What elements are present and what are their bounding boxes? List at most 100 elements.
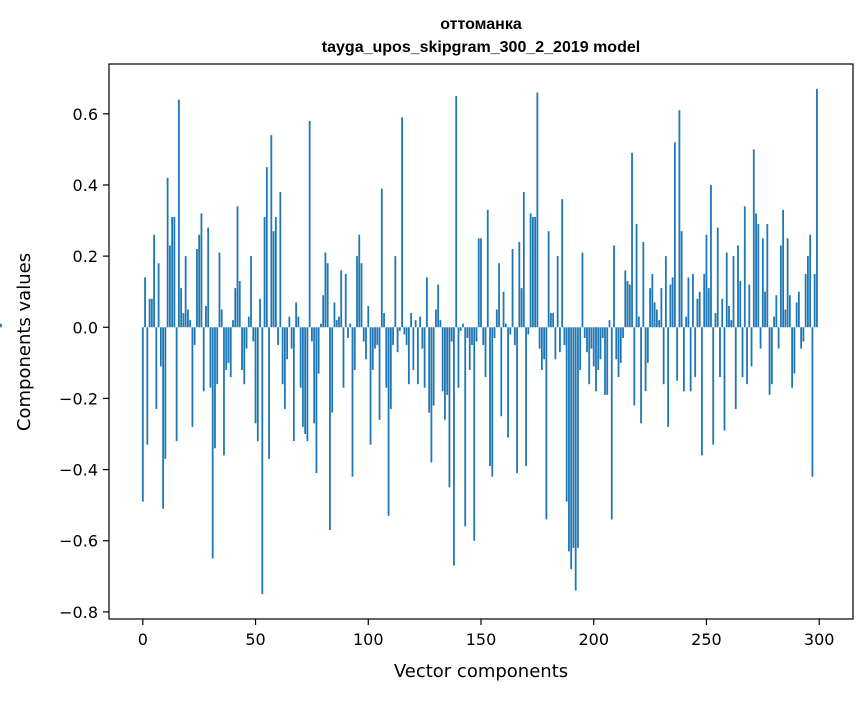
bar-9: [162, 327, 165, 509]
bar-192: [574, 327, 577, 591]
bar-26: [200, 213, 203, 328]
bar-295: [807, 256, 809, 328]
bar-119: [410, 313, 413, 328]
bar-34: [218, 252, 221, 328]
bar-101: [369, 327, 372, 445]
bar-49: [252, 327, 255, 342]
bar-103: [374, 327, 376, 349]
bar-44: [241, 327, 243, 370]
bar-196: [583, 327, 586, 338]
bar-13: [171, 216, 174, 328]
bar-53: [261, 327, 264, 595]
x-tick-label: 100: [353, 630, 384, 649]
x-tick-label: 150: [466, 630, 497, 649]
bar-183: [554, 327, 557, 360]
bar-154: [489, 327, 491, 467]
bar-21: [189, 320, 192, 328]
bar-18: [182, 313, 185, 328]
bar-241: [685, 316, 688, 328]
bar-293: [802, 327, 805, 342]
bar-248: [701, 327, 703, 456]
bar-67: [292, 327, 295, 442]
bar-7: [157, 263, 160, 328]
bar-207: [608, 320, 611, 328]
bar-161: [504, 323, 507, 328]
bar-297: [811, 327, 814, 477]
bar-94: [353, 327, 356, 370]
bar-88: [340, 270, 343, 328]
bar-247: [698, 291, 701, 328]
bar-296: [809, 234, 812, 328]
y-tick-label: 0.6: [73, 105, 98, 124]
bar-170: [525, 327, 527, 467]
bar-12: [168, 245, 171, 328]
bar-239: [680, 231, 683, 328]
bar-40: [232, 320, 234, 328]
x-tick-label: 50: [245, 630, 265, 649]
bar-38: [227, 327, 230, 363]
bar-267: [743, 206, 746, 328]
bar-268: [746, 327, 748, 385]
bar-148: [475, 327, 478, 342]
y-axis-label: Components values: [14, 253, 35, 431]
bar-22: [191, 327, 194, 427]
bar-164: [511, 249, 514, 328]
bar-236: [673, 142, 676, 328]
bar-173: [531, 216, 534, 328]
bar-284: [782, 209, 785, 328]
bar-213: [622, 327, 624, 338]
bar-47: [247, 316, 250, 328]
bar-244: [692, 273, 694, 328]
bar-216: [628, 284, 631, 328]
bar-117: [405, 327, 408, 346]
bar-177: [540, 327, 543, 370]
y-tick-label: 0.2: [73, 247, 98, 266]
bar-285: [784, 309, 787, 328]
bar-25: [198, 234, 201, 328]
bar-121: [414, 320, 417, 328]
bar-129: [432, 327, 435, 406]
bar-63: [283, 327, 286, 410]
bar-250: [705, 234, 708, 328]
bar-8: [159, 327, 162, 367]
bar-73: [306, 327, 309, 442]
bar-125: [423, 327, 426, 388]
bar-112: [394, 256, 397, 328]
bar-19: [184, 256, 187, 328]
bar-95: [356, 256, 358, 328]
bar-104: [376, 327, 379, 346]
bar-286: [786, 238, 789, 328]
bar-61: [279, 192, 282, 328]
bar-182: [552, 313, 555, 328]
bar-28: [205, 305, 207, 328]
bar-66: [290, 327, 293, 349]
bar-90: [344, 273, 347, 328]
bar-11: [166, 177, 169, 328]
bar-272: [755, 213, 757, 328]
bar-259: [725, 252, 728, 328]
bar-93: [351, 327, 354, 477]
bar-187: [563, 327, 566, 346]
bar-231: [662, 327, 665, 385]
bar-55: [265, 167, 268, 328]
bar-251: [707, 288, 710, 328]
bar-226: [651, 273, 654, 328]
bar-86: [335, 320, 338, 328]
y-tick-label: 0.0: [73, 318, 98, 337]
bar-77: [315, 327, 318, 474]
bar-62: [281, 327, 284, 385]
bar-60: [277, 327, 279, 346]
bar-57: [270, 135, 273, 328]
bar-56: [268, 327, 270, 459]
x-tick-label: 300: [804, 630, 835, 649]
bar-166: [516, 327, 518, 474]
bar-235: [671, 277, 674, 328]
bar-211: [617, 327, 620, 378]
bar-96: [358, 234, 361, 328]
bar-24: [196, 249, 198, 328]
bar-194: [579, 327, 582, 370]
bar-32: [214, 327, 216, 449]
bar-109: [387, 327, 390, 516]
bar-108: [385, 327, 388, 388]
bar-145: [468, 327, 471, 370]
